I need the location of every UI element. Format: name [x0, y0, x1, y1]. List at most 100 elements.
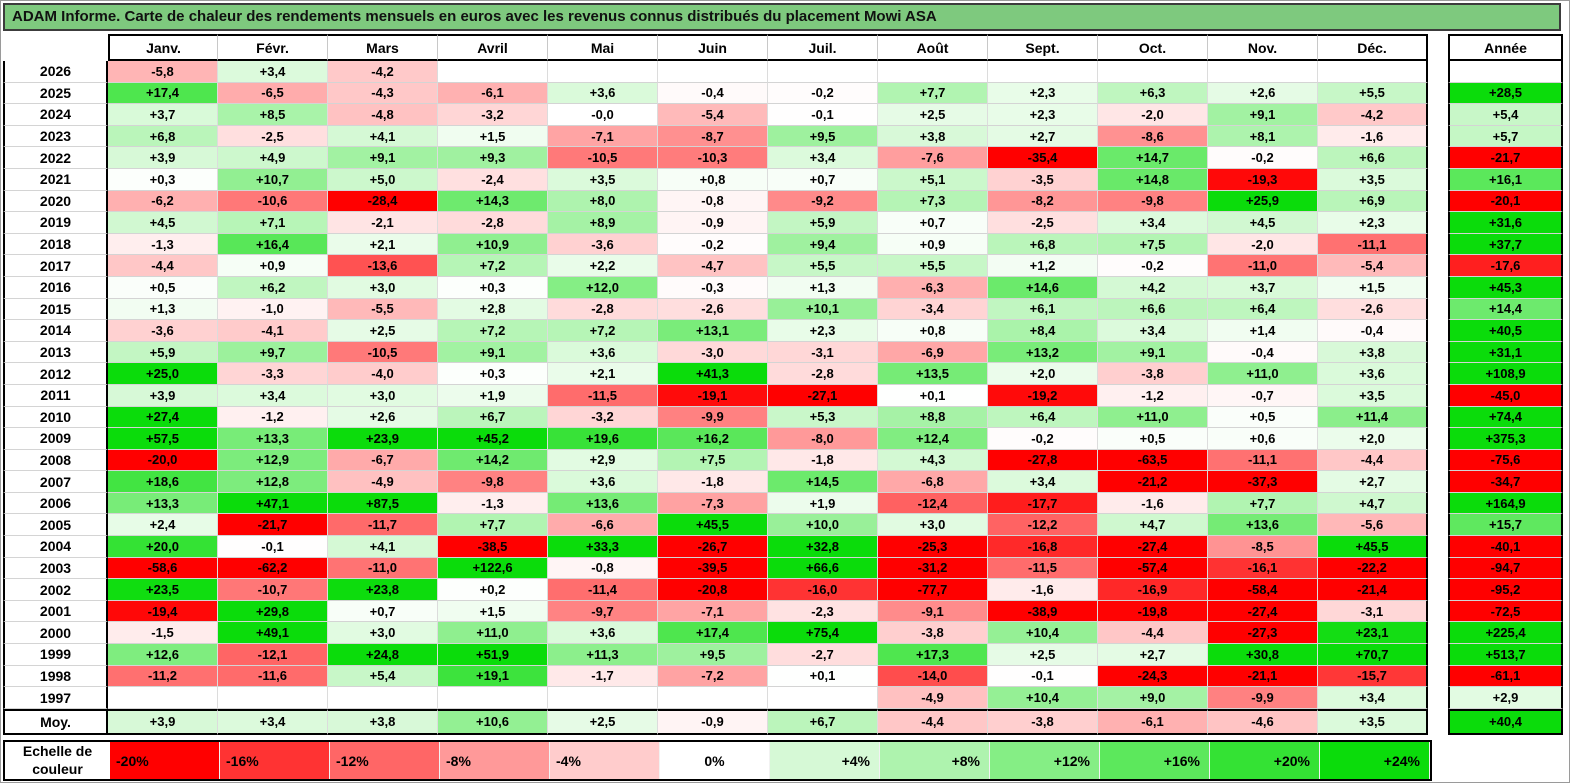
average-cell: +10,6: [438, 708, 548, 735]
return-cell: +25,9: [1208, 190, 1318, 213]
return-cell: +1,2: [988, 255, 1098, 277]
return-cell: +12,6: [108, 644, 218, 666]
return-cell: [438, 687, 548, 709]
return-cell: -0,3: [658, 276, 768, 299]
column-gap: [1428, 449, 1448, 472]
return-cell: -17,7: [988, 492, 1098, 515]
year-label: 2011: [3, 384, 108, 407]
return-cell: -4,9: [328, 471, 438, 493]
color-scale-legend: Echelle de couleur -20% -16% -12% -8% -4% 0% +…: [3, 740, 1432, 781]
legend-patch: 0%: [660, 742, 770, 779]
return-cell: +10,4: [988, 687, 1098, 709]
return-cell: -0,4: [1318, 320, 1428, 342]
return-cell: +7,2: [438, 320, 548, 342]
return-cell: +2,1: [328, 233, 438, 256]
return-cell: -7,1: [658, 600, 768, 623]
return-cell: -11,6: [218, 665, 328, 688]
return-cell: +0,6: [1208, 428, 1318, 450]
year-label: 2003: [3, 557, 108, 580]
year-label: 2001: [3, 600, 108, 623]
return-cell: +7,7: [438, 514, 548, 537]
return-cell: -2,1: [328, 212, 438, 234]
return-cell: -4,4: [1098, 622, 1208, 645]
return-cell: +12,0: [548, 276, 658, 299]
return-cell: -21,2: [1098, 471, 1208, 493]
year-label: 2007: [3, 471, 108, 493]
return-cell: +4,7: [1098, 514, 1208, 537]
return-cell: -11,0: [1208, 255, 1318, 277]
column-gap: [1428, 82, 1448, 105]
return-cell: +9,7: [218, 341, 328, 364]
return-cell: -3,8: [1098, 363, 1208, 385]
legend-patch: -8%: [440, 742, 550, 779]
return-cell: +17,3: [878, 644, 988, 666]
return-cell: -16,1: [1208, 557, 1318, 580]
return-cell: +1,5: [1318, 276, 1428, 299]
return-cell: +41,3: [658, 363, 768, 385]
year-label: 1997: [3, 687, 108, 709]
return-cell: -7,3: [658, 492, 768, 515]
return-cell: +9,3: [438, 147, 548, 169]
return-cell: +0,8: [878, 320, 988, 342]
average-cell: +3,8: [328, 708, 438, 735]
annual-return-cell: +225,4: [1448, 622, 1563, 645]
return-cell: -12,1: [218, 644, 328, 666]
year-label: 2008: [3, 449, 108, 472]
return-cell: +5,5: [878, 255, 988, 277]
column-gap: [1428, 34, 1448, 61]
return-cell: +7,7: [878, 82, 988, 105]
return-cell: +3,4: [1098, 320, 1208, 342]
return-cell: -12,4: [878, 492, 988, 515]
return-cell: +47,1: [218, 492, 328, 515]
year-label: 2026: [3, 61, 108, 83]
year-label: 2006: [3, 492, 108, 515]
return-cell: +3,0: [878, 514, 988, 537]
return-cell: +13,1: [658, 320, 768, 342]
return-cell: -11,1: [1208, 449, 1318, 472]
annual-return-cell: -21,7: [1448, 147, 1563, 169]
return-cell: [768, 687, 878, 709]
column-gap: [1428, 168, 1448, 191]
month-header: Oct.: [1098, 34, 1208, 61]
return-cell: -3,1: [768, 341, 878, 364]
return-cell: +2,7: [1098, 644, 1208, 666]
return-cell: -9,8: [1098, 190, 1208, 213]
return-cell: +0,3: [438, 363, 548, 385]
return-cell: +4,5: [108, 212, 218, 234]
annual-return-cell: +5,7: [1448, 125, 1563, 148]
return-cell: +1,3: [768, 276, 878, 299]
return-cell: +11,0: [438, 622, 548, 645]
average-cell: -0,9: [658, 708, 768, 735]
return-cell: -14,0: [878, 665, 988, 688]
column-gap: [1428, 579, 1448, 601]
return-cell: +13,6: [1208, 514, 1318, 537]
year-label: 2012: [3, 363, 108, 385]
month-header: Mai: [548, 34, 658, 61]
return-cell: -15,7: [1318, 665, 1428, 688]
column-gap: [1428, 514, 1448, 537]
return-cell: +0,9: [218, 255, 328, 277]
return-cell: +3,7: [1208, 276, 1318, 299]
year-label: 2002: [3, 579, 108, 601]
month-header: Mars: [328, 34, 438, 61]
return-cell: -22,2: [1318, 557, 1428, 580]
return-cell: +4,5: [1208, 212, 1318, 234]
return-cell: -7,2: [658, 665, 768, 688]
return-cell: -0,2: [658, 233, 768, 256]
return-cell: -0,4: [1208, 341, 1318, 364]
return-cell: -6,1: [438, 82, 548, 105]
return-cell: -19,4: [108, 600, 218, 623]
return-cell: -0,4: [658, 82, 768, 105]
annual-return-cell: +15,7: [1448, 514, 1563, 537]
return-cell: -9,2: [768, 190, 878, 213]
year-label: 2024: [3, 104, 108, 126]
return-cell: -77,7: [878, 579, 988, 601]
average-cell: +6,7: [768, 708, 878, 735]
return-cell: +19,6: [548, 428, 658, 450]
return-cell: -20,8: [658, 579, 768, 601]
annual-return-cell: -34,7: [1448, 471, 1563, 493]
return-cell: -10,5: [548, 147, 658, 169]
column-gap: [1428, 428, 1448, 450]
column-gap: [1428, 61, 1448, 83]
return-cell: -5,4: [658, 104, 768, 126]
